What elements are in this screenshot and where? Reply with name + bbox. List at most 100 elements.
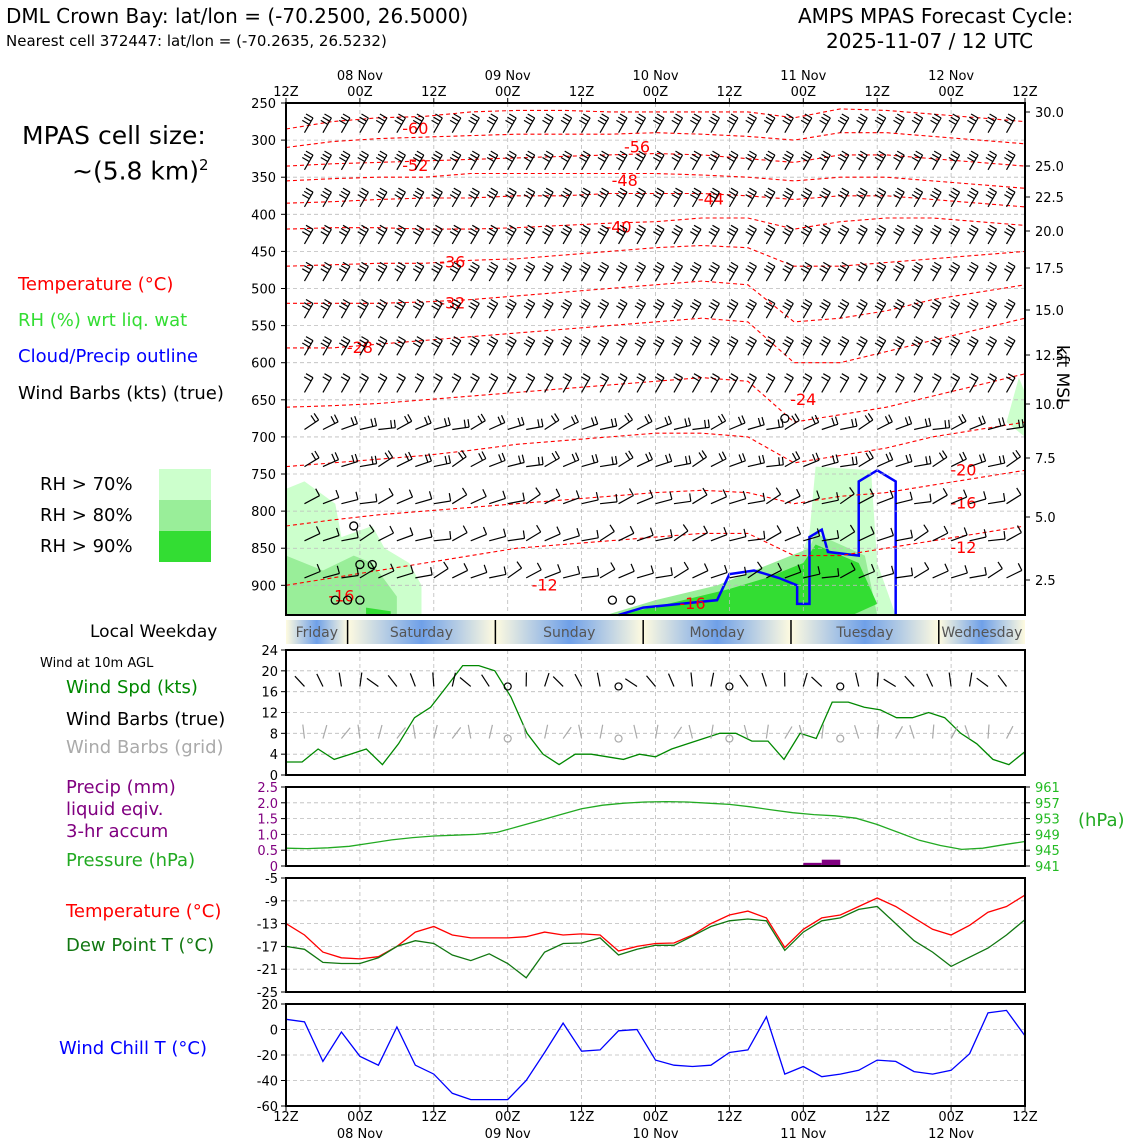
barb-flag: [357, 231, 365, 237]
legend-rh80: RH > 80%: [40, 505, 133, 526]
barb-flag: [962, 451, 967, 460]
barb-staff: [784, 117, 794, 133]
wind-barb: [468, 113, 480, 133]
barb-staff: [618, 494, 634, 505]
barb-flag: [564, 113, 572, 119]
barb-staff: [470, 266, 480, 282]
wind-barb: [431, 224, 443, 245]
barb-flag: [357, 342, 365, 348]
barb-staff: [544, 340, 554, 356]
barb-flag: [398, 336, 406, 342]
wind-barb: [837, 113, 850, 133]
wind-barb: [671, 224, 684, 245]
barb-staff: [692, 570, 709, 579]
barb-flag: [377, 116, 386, 122]
barb-flag: [1002, 455, 1006, 464]
barb-flag: [948, 419, 951, 428]
barb-flag: [482, 526, 488, 535]
wind-barb-grid: [688, 724, 694, 739]
barb-staff: [913, 340, 924, 356]
barb-flag: [554, 450, 560, 459]
wind-barb: [653, 261, 665, 282]
barb-staff: [858, 377, 868, 393]
wind-barb: [394, 298, 406, 319]
wind-barb: [673, 493, 692, 505]
barb-flag: [911, 268, 920, 274]
barb-staff: [525, 266, 536, 282]
wind-barb: [359, 455, 378, 468]
precip-panel-frame: [285, 786, 1026, 867]
panel-y-tick-label: -9: [265, 895, 278, 910]
time-tick-label-top: 12Z: [569, 85, 595, 100]
barb-flag: [924, 561, 930, 570]
barb-flag: [948, 305, 957, 311]
wind-barb: [893, 150, 905, 171]
barb-flag: [767, 298, 776, 305]
barb-flag: [324, 336, 332, 342]
barb-staff: [414, 266, 425, 282]
wind-barb: [507, 416, 525, 431]
barb-flag: [361, 336, 369, 342]
barb-staff: [858, 229, 868, 245]
barb-flag: [1005, 376, 1014, 382]
wind-barb: [839, 373, 850, 393]
barb-flag: [379, 373, 388, 379]
barb-staff: [692, 532, 708, 542]
barb-flag: [536, 524, 542, 533]
barb-flag: [570, 416, 576, 424]
barb-staff: [876, 421, 893, 431]
barb-staff: [1006, 456, 1021, 468]
barb-staff: [895, 303, 905, 319]
wind-barb: [837, 187, 850, 208]
wind-barb: [710, 413, 727, 431]
barb-flag: [1005, 302, 1014, 308]
barb-flag: [320, 268, 329, 274]
barb-flag: [416, 187, 425, 193]
barb-flag: [430, 566, 433, 576]
barb-staff: [803, 497, 820, 505]
barb-flag: [675, 187, 683, 193]
barb-staff: [729, 498, 746, 505]
barb-flag: [823, 224, 831, 230]
barb-flag: [767, 261, 776, 267]
barb-staff: [1006, 191, 1016, 208]
barb-staff: [303, 117, 314, 133]
barb-flag: [784, 190, 792, 196]
barb-staff: [525, 117, 536, 133]
wind-barb: [542, 336, 554, 356]
barb-flag: [796, 488, 801, 497]
time-tick-label-top: 00Z: [643, 85, 669, 100]
barb-flag: [564, 336, 572, 342]
wind-barb: [636, 489, 654, 505]
wind-barb: [597, 113, 610, 133]
barb-flag: [483, 564, 488, 573]
barb-flag: [305, 336, 314, 342]
wind-barb: [616, 224, 628, 245]
barb-flag: [841, 336, 850, 342]
barb-flag: [910, 567, 914, 576]
barb-flag: [361, 150, 369, 156]
wind-barb: [895, 529, 913, 542]
barb-flag: [377, 339, 386, 345]
barb-flag: [757, 417, 762, 426]
wind-barb: [893, 298, 905, 319]
barb-flag: [634, 268, 643, 274]
barb-flag: [905, 454, 909, 463]
weekday-fill: [790, 620, 939, 644]
barb-flag: [730, 187, 739, 193]
barb-staff: [470, 533, 487, 542]
barb-staff: [728, 154, 739, 171]
wind-barb: [488, 415, 506, 431]
barb-flag: [763, 194, 772, 200]
wind-barb-grid: [876, 724, 880, 739]
barb-flag: [303, 376, 312, 382]
barb-flag: [849, 524, 856, 533]
wind-barb: [470, 373, 480, 393]
temp-contour-label: -40: [605, 218, 631, 237]
time-tick-label-bottom: 00Z: [643, 1110, 669, 1125]
barb-flag: [433, 376, 441, 382]
date-label-top: 10 Nov: [632, 69, 678, 84]
wind-barb: [784, 488, 801, 505]
wind-barb: [911, 261, 924, 282]
barb-flag: [819, 194, 827, 200]
